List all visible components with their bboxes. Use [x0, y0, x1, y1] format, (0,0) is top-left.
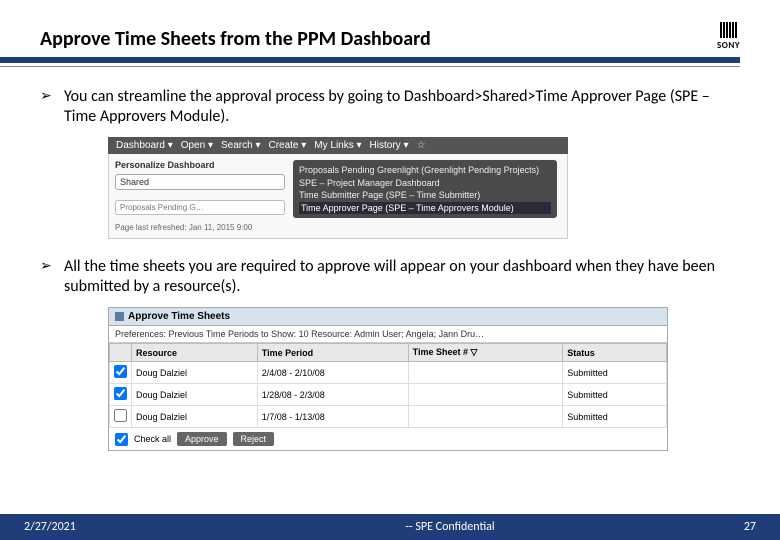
cell-resource: Doug Dalziel	[132, 406, 258, 428]
bullet-1: ➢ You can streamline the approval proces…	[40, 87, 740, 127]
menubar-dropdown-body: Personalize Dashboard Shared Proposals P…	[108, 154, 568, 239]
cell-status: Submitted	[563, 406, 667, 428]
menu-open[interactable]: Open ▾	[179, 140, 215, 151]
cell-status: Submitted	[563, 384, 667, 406]
sony-logo: SONY	[717, 22, 740, 51]
menu-history[interactable]: History ▾	[368, 140, 411, 151]
row-checkbox[interactable]	[114, 387, 127, 400]
bullet-1-text: You can streamline the approval process …	[64, 87, 740, 127]
cell-sheet[interactable]	[408, 362, 563, 384]
timesheet-table: Resource Time Period Time Sheet # ▽ Stat…	[109, 343, 667, 428]
row-checkbox[interactable]	[114, 409, 127, 422]
menu-create[interactable]: Create ▾	[266, 140, 308, 151]
menubar: Dashboard ▾ Open ▾ Search ▾ Create ▾ My …	[108, 137, 568, 154]
dropdown-left-pane: Personalize Dashboard Shared Proposals P…	[115, 160, 285, 232]
menu-mylinks[interactable]: My Links ▾	[312, 140, 363, 151]
last-refreshed-label: Page last refreshed: Jan 11, 2015 9:00	[115, 223, 285, 232]
dashboard-menu-screenshot: Dashboard ▾ Open ▾ Search ▾ Create ▾ My …	[108, 137, 568, 239]
cell-period: 1/7/08 - 1/13/08	[257, 406, 408, 428]
panel-title: Approve Time Sheets	[128, 311, 230, 322]
cell-sheet[interactable]	[408, 406, 563, 428]
check-all-label[interactable]: Check all	[134, 434, 171, 444]
flyout-item-pm-dashboard[interactable]: SPE – Project Manager Dashboard	[299, 177, 551, 190]
flyout-item-proposals[interactable]: Proposals Pending Greenlight (Greenlight…	[299, 164, 551, 177]
slide-content: ➢ You can streamline the approval proces…	[0, 67, 780, 451]
cell-resource: Doug Dalziel	[132, 384, 258, 406]
check-all-checkbox[interactable]	[115, 433, 128, 446]
bullet-2: ➢ All the time sheets you are required t…	[40, 257, 740, 297]
bullet-marker-icon: ➢	[40, 257, 64, 297]
panel-preferences: Preferences: Previous Time Periods to Sh…	[109, 326, 667, 343]
col-resource[interactable]: Resource	[132, 344, 258, 362]
footer-confidential: -- SPE Confidential	[180, 520, 720, 534]
collapse-icon[interactable]	[115, 312, 124, 321]
menu-dashboard[interactable]: Dashboard ▾	[114, 140, 175, 151]
col-period[interactable]: Time Period	[257, 344, 408, 362]
footer-date: 2/27/2021	[0, 520, 180, 534]
row-checkbox[interactable]	[114, 365, 127, 378]
col-status[interactable]: Status	[563, 344, 667, 362]
logo-stripes-icon	[720, 22, 737, 38]
proposals-box[interactable]: Proposals Pending G…	[115, 200, 285, 215]
footer-page-number: 27	[720, 520, 780, 534]
cell-period: 2/4/08 - 2/10/08	[257, 362, 408, 384]
table-row: Doug Dalziel 2/4/08 - 2/10/08 Submitted	[110, 362, 667, 384]
panel-titlebar: Approve Time Sheets	[109, 308, 667, 326]
approve-button[interactable]: Approve	[177, 432, 227, 446]
table-actions: Check all Approve Reject	[109, 428, 667, 450]
personalize-label[interactable]: Personalize Dashboard	[115, 160, 285, 170]
bullet-marker-icon: ➢	[40, 87, 64, 127]
title-rule	[0, 57, 740, 63]
slide-footer: 2/27/2021 -- SPE Confidential 27	[0, 514, 780, 540]
shared-box[interactable]: Shared	[115, 174, 285, 190]
table-header-row: Resource Time Period Time Sheet # ▽ Stat…	[110, 344, 667, 362]
flyout-item-time-submitter[interactable]: Time Submitter Page (SPE – Time Submitte…	[299, 189, 551, 202]
cell-status: Submitted	[563, 362, 667, 384]
logo-text: SONY	[717, 40, 740, 51]
slide-header: Approve Time Sheets from the PPM Dashboa…	[0, 0, 780, 57]
approve-timesheets-screenshot: Approve Time Sheets Preferences: Previou…	[108, 307, 668, 451]
page-title: Approve Time Sheets from the PPM Dashboa…	[40, 27, 431, 51]
cell-sheet[interactable]	[408, 384, 563, 406]
col-checkbox	[110, 344, 132, 362]
flyout-item-time-approver[interactable]: Time Approver Page (SPE – Time Approvers…	[299, 202, 551, 215]
cell-period: 1/28/08 - 2/3/08	[257, 384, 408, 406]
favorite-star-icon[interactable]: ☆	[414, 140, 427, 151]
bullet-2-text: All the time sheets you are required to …	[64, 257, 740, 297]
col-sheet[interactable]: Time Sheet # ▽	[408, 344, 563, 362]
table-row: Doug Dalziel 1/7/08 - 1/13/08 Submitted	[110, 406, 667, 428]
shared-flyout: Proposals Pending Greenlight (Greenlight…	[293, 160, 557, 218]
reject-button[interactable]: Reject	[233, 432, 275, 446]
table-row: Doug Dalziel 1/28/08 - 2/3/08 Submitted	[110, 384, 667, 406]
menu-search[interactable]: Search ▾	[219, 140, 262, 151]
cell-resource: Doug Dalziel	[132, 362, 258, 384]
